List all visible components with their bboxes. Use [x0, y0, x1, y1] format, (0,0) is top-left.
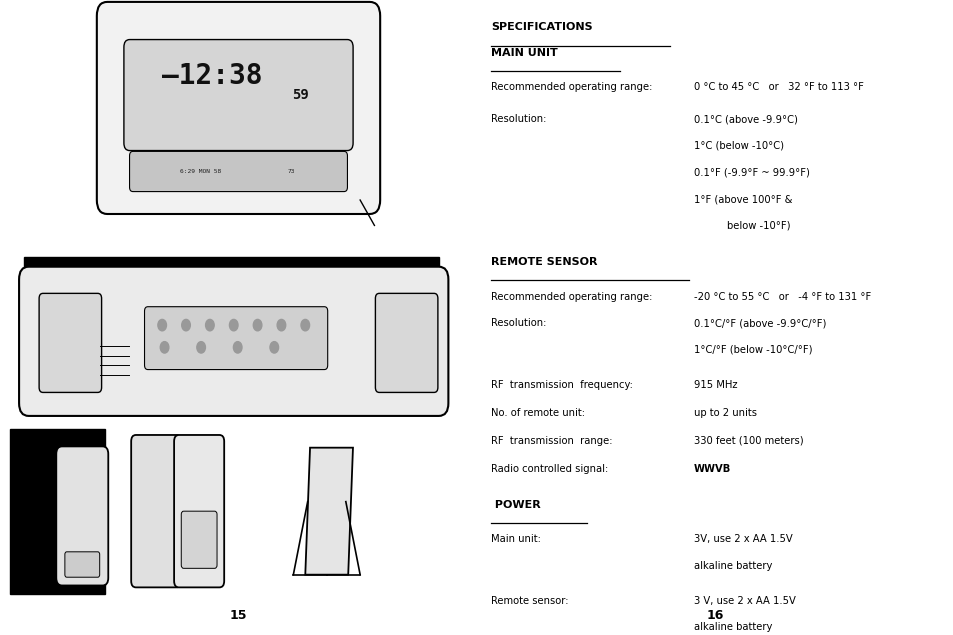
Text: 330 feet (100 meters): 330 feet (100 meters): [693, 436, 802, 446]
FancyBboxPatch shape: [173, 435, 224, 587]
Text: Radio controlled signal:: Radio controlled signal:: [491, 464, 608, 474]
Text: alkaline battery: alkaline battery: [693, 622, 772, 632]
Text: Resolution:: Resolution:: [491, 114, 546, 124]
Text: Recommended operating range:: Recommended operating range:: [491, 291, 652, 302]
Text: SPECIFICATIONS: SPECIFICATIONS: [491, 22, 593, 32]
Text: WWVB: WWVB: [693, 464, 731, 474]
FancyBboxPatch shape: [375, 293, 437, 392]
Circle shape: [276, 319, 286, 331]
Text: 0 °C to 45 °C   or   32 °F to 113 °F: 0 °C to 45 °C or 32 °F to 113 °F: [693, 83, 863, 92]
Text: 0.1°F (-9.9°F ~ 99.9°F): 0.1°F (-9.9°F ~ 99.9°F): [693, 168, 809, 178]
FancyBboxPatch shape: [19, 267, 448, 416]
Text: 1°C (below -10°C): 1°C (below -10°C): [693, 141, 783, 151]
Text: 73: 73: [287, 169, 294, 174]
Text: 0.1°C (above -9.9°C): 0.1°C (above -9.9°C): [693, 114, 797, 124]
FancyBboxPatch shape: [56, 446, 109, 585]
Polygon shape: [24, 257, 438, 286]
Text: 16: 16: [706, 610, 723, 622]
FancyBboxPatch shape: [97, 2, 379, 214]
Text: RF  transmission  range:: RF transmission range:: [491, 436, 612, 446]
Circle shape: [205, 319, 213, 331]
Text: No. of remote unit:: No. of remote unit:: [491, 408, 585, 418]
Text: Main unit:: Main unit:: [491, 535, 540, 544]
FancyBboxPatch shape: [65, 552, 100, 577]
FancyBboxPatch shape: [130, 151, 347, 192]
Circle shape: [270, 342, 278, 353]
Circle shape: [196, 342, 205, 353]
Text: 59: 59: [292, 88, 309, 102]
Text: RF  transmission  frequency:: RF transmission frequency:: [491, 380, 633, 390]
Text: Remote sensor:: Remote sensor:: [491, 596, 568, 606]
FancyBboxPatch shape: [124, 39, 353, 150]
Text: 1°F (above 100°F &: 1°F (above 100°F &: [693, 194, 792, 204]
Circle shape: [229, 319, 237, 331]
Text: up to 2 units: up to 2 units: [693, 408, 757, 418]
FancyBboxPatch shape: [39, 293, 101, 392]
Circle shape: [233, 342, 242, 353]
Text: alkaline battery: alkaline battery: [693, 561, 772, 571]
Text: below -10°F): below -10°F): [726, 221, 790, 231]
Text: 3V, use 2 x AA 1.5V: 3V, use 2 x AA 1.5V: [693, 535, 792, 544]
Text: REMOTE SENSOR: REMOTE SENSOR: [491, 257, 598, 267]
Text: 3 V, use 2 x AA 1.5V: 3 V, use 2 x AA 1.5V: [693, 596, 795, 606]
Text: Recommended operating range:: Recommended operating range:: [491, 83, 652, 92]
Circle shape: [160, 342, 169, 353]
Text: -20 °C to 55 °C   or   -4 °F to 131 °F: -20 °C to 55 °C or -4 °F to 131 °F: [693, 291, 870, 302]
Circle shape: [301, 319, 309, 331]
Text: 15: 15: [230, 610, 247, 622]
Polygon shape: [10, 429, 105, 594]
Polygon shape: [305, 448, 353, 575]
Text: 0.1°C/°F (above -9.9°C/°F): 0.1°C/°F (above -9.9°C/°F): [693, 318, 825, 328]
Circle shape: [157, 319, 166, 331]
Text: POWER: POWER: [491, 500, 540, 510]
FancyBboxPatch shape: [181, 511, 216, 568]
Text: 6:29 MON 58: 6:29 MON 58: [179, 169, 221, 174]
Text: MAIN UNIT: MAIN UNIT: [491, 48, 558, 58]
Text: Resolution:: Resolution:: [491, 318, 546, 328]
Text: ‒12:38: ‒12:38: [162, 62, 262, 90]
Circle shape: [253, 319, 261, 331]
FancyBboxPatch shape: [145, 307, 328, 370]
Text: 915 MHz: 915 MHz: [693, 380, 737, 390]
Circle shape: [181, 319, 190, 331]
Text: 1°C/°F (below -10°C/°F): 1°C/°F (below -10°C/°F): [693, 345, 812, 355]
FancyBboxPatch shape: [131, 435, 181, 587]
